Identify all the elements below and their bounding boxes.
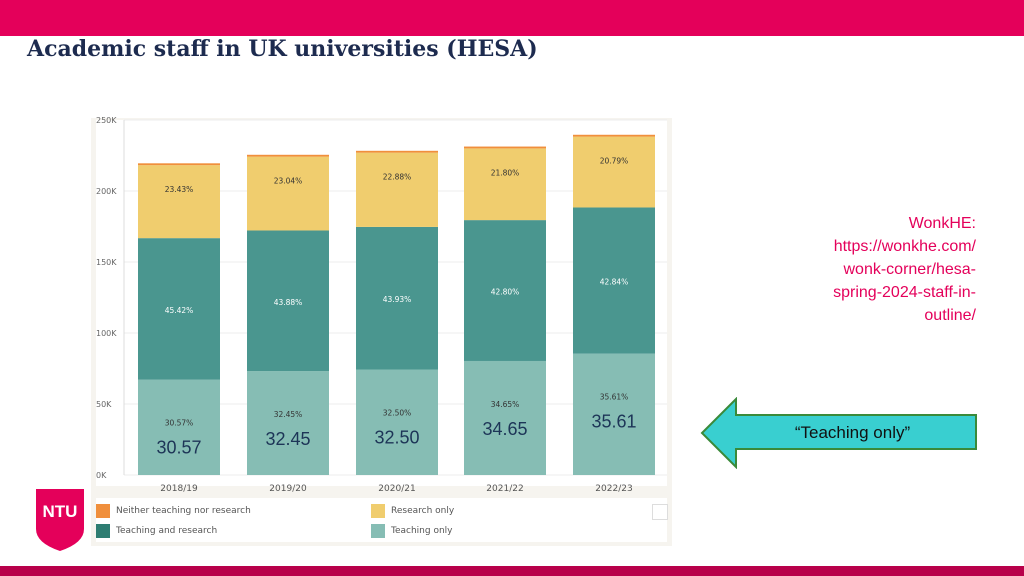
left-arrow-callout: [700, 397, 977, 469]
annotation-label: 35.61: [591, 412, 636, 432]
footer-band: [0, 566, 1024, 576]
legend-item: Teaching and research: [96, 524, 217, 538]
data-label: 23.04%: [274, 177, 303, 186]
data-label: 43.93%: [383, 295, 412, 304]
data-label: 35.61%: [600, 393, 629, 402]
annotation-label: 34.65: [482, 419, 527, 439]
data-label: 30.57%: [165, 419, 194, 428]
legend-label: Research only: [391, 506, 455, 516]
callout-label: “Teaching only”: [794, 423, 911, 442]
bar-segment: [247, 371, 329, 475]
ntu-logo: [36, 489, 84, 551]
source-line: WonkHE:: [908, 215, 976, 232]
y-tick-label: 0K: [96, 471, 107, 480]
bar-segment: [138, 165, 220, 239]
x-tick-label: 2018/19: [160, 484, 198, 494]
bar-segment: [464, 148, 546, 221]
header-band: [0, 0, 1024, 36]
legend-item: Neither teaching nor research: [96, 504, 251, 518]
legend-label: Teaching only: [391, 526, 453, 536]
logo-text: NTU: [42, 502, 78, 521]
bar-segment: [464, 146, 546, 149]
data-label: 22.88%: [383, 173, 412, 182]
legend-swatch: [371, 504, 385, 518]
y-tick-label: 100K: [96, 329, 117, 338]
source-line: wonk-corner/hesa-: [843, 261, 977, 278]
legend-toggle-box: [652, 504, 668, 520]
data-label: 45.42%: [165, 306, 194, 315]
bar-segment: [138, 238, 220, 380]
page-title: Academic staff in UK universities (HESA): [27, 36, 538, 62]
data-label: 42.84%: [600, 278, 629, 287]
bar-segment: [356, 150, 438, 153]
legend-swatch: [96, 504, 110, 518]
data-label: 34.65%: [491, 400, 520, 409]
chart-legend: Neither teaching nor research Teaching an…: [96, 498, 667, 542]
legend-label: Teaching and research: [116, 526, 218, 536]
data-label: 42.80%: [491, 288, 520, 297]
y-tick-label: 250K: [96, 116, 117, 125]
legend-item: Teaching only: [371, 524, 453, 538]
bar-segment: [356, 152, 438, 227]
data-label: 32.50%: [383, 408, 412, 417]
y-tick-label: 200K: [96, 187, 117, 196]
bar-segment: [356, 369, 438, 475]
bar-segment: [356, 226, 438, 370]
source-line: https://wonkhe.com/: [833, 238, 976, 255]
legend-item: Research only: [371, 504, 454, 518]
data-label: 23.43%: [165, 185, 194, 194]
x-tick-label: 2021/22: [486, 484, 523, 494]
annotation-label: 30.57: [156, 438, 201, 458]
x-tick-label: 2022/23: [595, 484, 632, 494]
bar-segment: [138, 163, 220, 166]
source-line: outline/: [924, 307, 976, 324]
bar-segment: [573, 136, 655, 208]
bar-segment: [573, 207, 655, 354]
source-line: spring-2024-staff-in-: [833, 284, 976, 301]
bar-segment: [247, 154, 329, 157]
arrow-shape: [700, 397, 977, 469]
bar-segment: [247, 156, 329, 231]
data-label: 43.88%: [274, 298, 303, 307]
bar-segment: [573, 353, 655, 475]
data-label: 32.45%: [274, 410, 303, 419]
bar-segment: [464, 360, 546, 475]
data-label: 21.80%: [491, 168, 520, 177]
source-citation: WonkHE: https://wonkhe.com/ wonk-corner/…: [796, 212, 976, 327]
legend-swatch: [371, 524, 385, 538]
bar-segment: [138, 379, 220, 475]
y-tick-label: 50K: [96, 400, 112, 409]
bar-segment: [247, 230, 329, 372]
legend-label: Neither teaching nor research: [116, 506, 251, 516]
annotation-label: 32.45: [265, 429, 310, 449]
y-tick-label: 150K: [96, 258, 117, 267]
x-tick-label: 2019/20: [269, 484, 307, 494]
data-label: 20.79%: [600, 157, 629, 166]
x-tick-label: 2020/21: [378, 484, 415, 494]
bar-segment: [464, 220, 546, 361]
logo-shield: [36, 489, 84, 551]
legend-swatch: [96, 524, 110, 538]
annotation-label: 32.50: [374, 427, 419, 447]
bar-segment: [573, 134, 655, 137]
